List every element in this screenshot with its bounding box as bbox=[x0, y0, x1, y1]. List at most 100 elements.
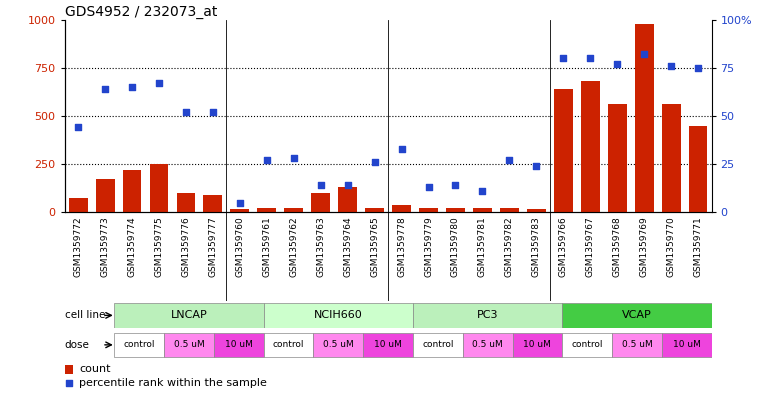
Text: dose: dose bbox=[65, 340, 90, 350]
Bar bbox=[463, 332, 512, 357]
Text: GSM1359779: GSM1359779 bbox=[424, 217, 433, 277]
Text: GSM1359767: GSM1359767 bbox=[586, 217, 595, 277]
Bar bbox=[392, 206, 411, 212]
Bar bbox=[365, 208, 384, 212]
Text: GSM1359775: GSM1359775 bbox=[154, 217, 164, 277]
Text: GSM1359783: GSM1359783 bbox=[532, 217, 541, 277]
Text: GSM1359777: GSM1359777 bbox=[209, 217, 218, 277]
Point bbox=[288, 155, 300, 162]
Text: VCAP: VCAP bbox=[622, 310, 651, 320]
Point bbox=[99, 86, 111, 92]
Point bbox=[557, 55, 569, 61]
Text: count: count bbox=[79, 364, 110, 375]
Bar bbox=[203, 195, 222, 212]
Point bbox=[665, 63, 677, 69]
Text: 10 uM: 10 uM bbox=[225, 340, 253, 349]
Bar bbox=[581, 81, 600, 212]
Bar bbox=[150, 164, 168, 212]
Text: GSM1359769: GSM1359769 bbox=[640, 217, 648, 277]
Text: GSM1359770: GSM1359770 bbox=[667, 217, 676, 277]
Bar bbox=[662, 332, 712, 357]
Text: GSM1359782: GSM1359782 bbox=[505, 217, 514, 277]
Point bbox=[368, 159, 380, 165]
Text: control: control bbox=[123, 340, 155, 349]
Text: GSM1359773: GSM1359773 bbox=[100, 217, 110, 277]
Bar bbox=[661, 105, 680, 212]
Text: GSM1359763: GSM1359763 bbox=[317, 217, 325, 277]
Text: percentile rank within the sample: percentile rank within the sample bbox=[79, 378, 267, 388]
Text: GSM1359764: GSM1359764 bbox=[343, 217, 352, 277]
Bar bbox=[123, 170, 142, 212]
Point bbox=[638, 51, 650, 57]
Point bbox=[261, 157, 273, 163]
Text: NCIH660: NCIH660 bbox=[314, 310, 363, 320]
Text: 10 uM: 10 uM bbox=[673, 340, 701, 349]
Bar bbox=[114, 303, 264, 328]
Point bbox=[584, 55, 597, 61]
Bar bbox=[311, 193, 330, 212]
Point bbox=[180, 109, 192, 115]
Point bbox=[476, 188, 489, 194]
Bar bbox=[413, 332, 463, 357]
Bar bbox=[527, 209, 546, 212]
Point bbox=[342, 182, 354, 188]
Bar bbox=[554, 89, 573, 212]
Point bbox=[692, 64, 704, 71]
Text: LNCAP: LNCAP bbox=[170, 310, 208, 320]
Point bbox=[422, 184, 435, 190]
Point bbox=[503, 157, 515, 163]
Text: control: control bbox=[273, 340, 304, 349]
Text: GSM1359762: GSM1359762 bbox=[289, 217, 298, 277]
Text: GSM1359778: GSM1359778 bbox=[397, 217, 406, 277]
Bar bbox=[562, 332, 612, 357]
Point bbox=[396, 145, 408, 152]
Bar bbox=[473, 208, 492, 212]
Point bbox=[234, 199, 246, 206]
Text: GSM1359771: GSM1359771 bbox=[693, 217, 702, 277]
Bar bbox=[114, 332, 164, 357]
Bar bbox=[164, 332, 214, 357]
Bar bbox=[214, 332, 264, 357]
Text: GSM1359774: GSM1359774 bbox=[128, 217, 136, 277]
Text: 0.5 uM: 0.5 uM bbox=[622, 340, 652, 349]
Bar bbox=[562, 303, 712, 328]
Bar bbox=[264, 303, 413, 328]
Text: 10 uM: 10 uM bbox=[374, 340, 402, 349]
Bar bbox=[413, 303, 562, 328]
Text: control: control bbox=[422, 340, 454, 349]
Point bbox=[450, 182, 462, 188]
Bar bbox=[500, 208, 519, 212]
Bar bbox=[363, 332, 413, 357]
Bar bbox=[512, 332, 562, 357]
Text: GSM1359781: GSM1359781 bbox=[478, 217, 487, 277]
Text: GSM1359766: GSM1359766 bbox=[559, 217, 568, 277]
Bar bbox=[314, 332, 363, 357]
Point bbox=[153, 80, 165, 86]
Point bbox=[126, 84, 139, 90]
Bar bbox=[231, 209, 250, 212]
Text: GSM1359760: GSM1359760 bbox=[235, 217, 244, 277]
Bar bbox=[689, 126, 708, 212]
Point bbox=[314, 182, 326, 188]
Bar bbox=[257, 208, 276, 212]
Bar bbox=[608, 105, 626, 212]
Text: GSM1359772: GSM1359772 bbox=[74, 217, 83, 277]
Text: GSM1359761: GSM1359761 bbox=[263, 217, 272, 277]
Text: control: control bbox=[572, 340, 603, 349]
Text: 0.5 uM: 0.5 uM bbox=[174, 340, 205, 349]
Text: 10 uM: 10 uM bbox=[524, 340, 551, 349]
Point bbox=[207, 109, 219, 115]
Point bbox=[72, 124, 84, 130]
Bar bbox=[68, 198, 88, 212]
Text: GSM1359776: GSM1359776 bbox=[181, 217, 190, 277]
Text: GDS4952 / 232073_at: GDS4952 / 232073_at bbox=[65, 5, 217, 18]
Bar bbox=[419, 208, 438, 212]
Text: GSM1359768: GSM1359768 bbox=[613, 217, 622, 277]
Text: PC3: PC3 bbox=[477, 310, 498, 320]
Text: cell line: cell line bbox=[65, 310, 105, 320]
Point bbox=[611, 61, 623, 67]
Bar bbox=[96, 180, 115, 212]
Text: 0.5 uM: 0.5 uM bbox=[473, 340, 503, 349]
Bar bbox=[612, 332, 662, 357]
Bar bbox=[65, 365, 73, 374]
